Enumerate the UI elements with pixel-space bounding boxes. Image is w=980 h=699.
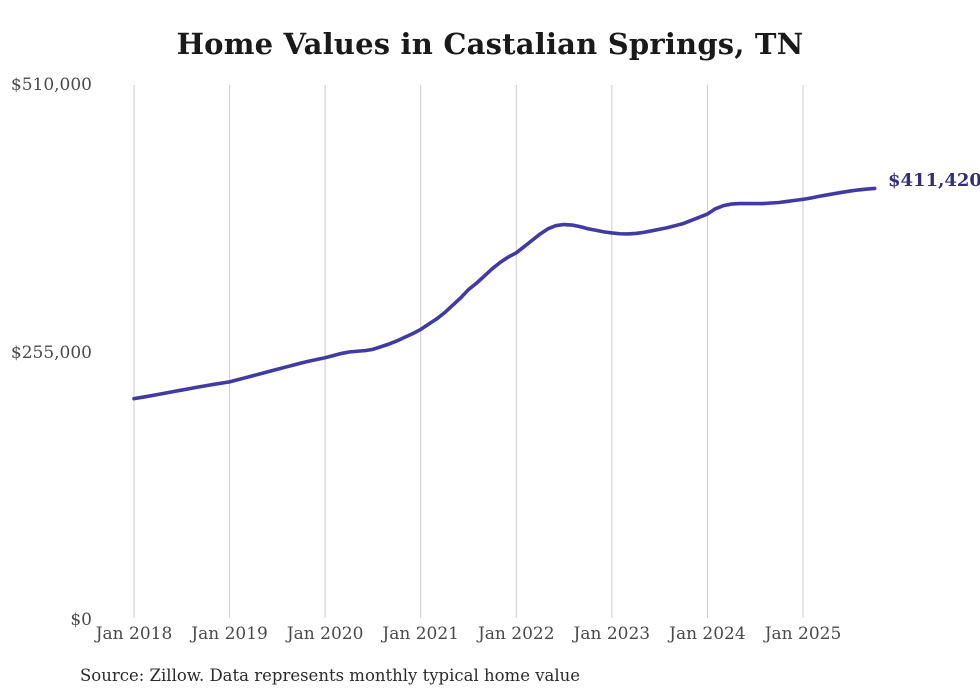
current-value-label: $411,420 — [888, 170, 980, 191]
y-tick-label: $510,000 — [10, 75, 92, 95]
x-tick-label: Jan 2022 — [477, 624, 555, 644]
x-tick-label: Jan 2018 — [95, 624, 173, 644]
x-tick-label: Jan 2019 — [191, 624, 268, 644]
x-tick-label: Jan 2025 — [764, 624, 842, 644]
home-value-line — [132, 186, 877, 401]
chart-title: Home Values in Castalian Springs, TN — [176, 27, 804, 61]
y-tick-label: $0 — [70, 610, 92, 630]
x-tick-label: Jan 2024 — [669, 624, 746, 644]
vertical-gridlines — [133, 85, 804, 618]
y-tick-label: $255,000 — [10, 342, 92, 363]
x-tick-label: Jan 2021 — [382, 624, 459, 644]
x-tick-label: Jan 2020 — [286, 624, 364, 644]
x-tick-label: Jan 2023 — [573, 624, 651, 644]
source-note: Source: Zillow. Data represents monthly … — [80, 666, 581, 685]
